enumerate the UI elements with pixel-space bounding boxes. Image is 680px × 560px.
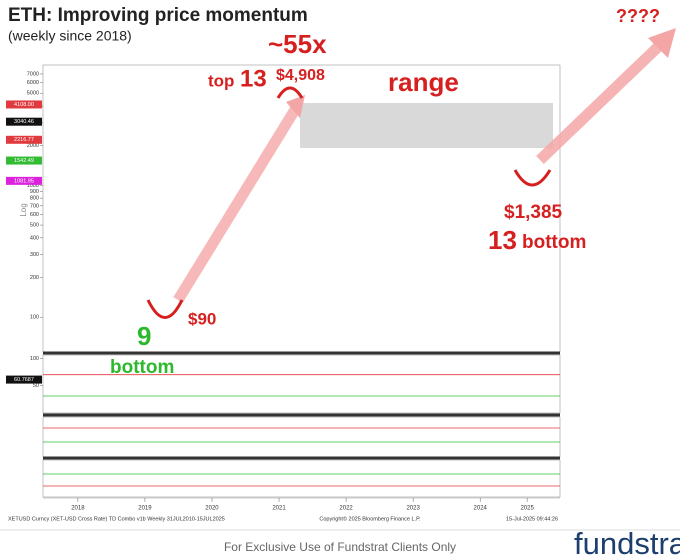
x-tick-label: 2024 — [474, 506, 488, 512]
y-tick-label: 300 — [30, 252, 39, 258]
copyright: Copyright© 2025 Bloomberg Finance L.P. — [319, 515, 421, 522]
arrow-head — [286, 95, 305, 118]
x-tick-label: 2025 — [520, 506, 534, 512]
y-tick-label: 100 — [30, 356, 39, 362]
y-tick-label: 5000 — [27, 91, 39, 97]
level-label: 60.7687 — [14, 377, 34, 383]
y-tick-label: 600 — [30, 212, 39, 218]
y-tick-label: 200 — [30, 275, 39, 281]
level-marker — [6, 375, 42, 384]
annotation: ???? — [616, 6, 660, 26]
x-tick-label: 2020 — [205, 506, 219, 512]
range-box — [300, 103, 553, 148]
y-tick-label: 900 — [30, 189, 39, 195]
annotation: range — [388, 67, 459, 97]
rsi-panel — [42, 354, 561, 414]
level-marker — [6, 176, 42, 185]
level-label: 1081.95 — [14, 178, 34, 184]
annotation: bottom — [522, 232, 586, 253]
annotation: $4,908 — [276, 67, 325, 84]
annotation: $1,385 — [504, 202, 563, 223]
y-tick-label: 700 — [30, 203, 39, 209]
x-tick-label: 2023 — [406, 506, 420, 512]
annotation: ~55x — [268, 29, 327, 59]
timestamp: 15-Jul-2025 09:44:26 — [506, 516, 558, 522]
y-tick-label: 500 — [30, 223, 39, 229]
level-label: 3040.46 — [14, 119, 34, 125]
subtitle: (weekly since 2018) — [8, 28, 132, 44]
arrow-head — [648, 28, 676, 58]
bottom-curve — [146, 299, 184, 319]
trend-arrow — [173, 105, 301, 303]
level-marker — [6, 117, 42, 126]
top-curve — [276, 86, 304, 99]
y-tick-label: 100 — [30, 315, 39, 321]
y-tick-label: 7000 — [27, 71, 39, 77]
level-marker — [6, 156, 42, 165]
footer: For Exclusive Use of Fundstrat Clients O… — [224, 540, 456, 554]
annotation: top — [208, 71, 234, 90]
y-tick-label: 50 — [33, 383, 39, 389]
level-marker — [6, 100, 42, 109]
level-label: 2216.77 — [14, 137, 34, 143]
annotation: 13 — [488, 225, 517, 255]
annotation: bottom — [110, 357, 174, 378]
x-tick-label: 2022 — [339, 506, 353, 512]
y-tick-label: 800 — [30, 196, 39, 202]
td-panel — [42, 416, 561, 458]
level-label: 1542.49 — [14, 158, 34, 164]
y-tick-label: 400 — [30, 235, 39, 241]
level-marker — [6, 135, 42, 144]
projection-arrow — [536, 41, 664, 164]
annotation: 13 — [240, 65, 267, 92]
y-axis-label: Log — [19, 203, 28, 216]
y-tick-label: 6000 — [27, 80, 39, 86]
bottom-curve — [513, 169, 552, 187]
title: ETH: Improving price momentum — [8, 5, 308, 26]
annotation: 9 — [137, 321, 151, 351]
y-tick-label: 1000 — [27, 183, 39, 189]
x-tick-label: 2021 — [272, 506, 286, 512]
source: XETUSD Curncy (XET-USD Cross Rate) TD Co… — [8, 516, 225, 522]
annotation: $90 — [188, 309, 216, 328]
y-tick-label: 2000 — [27, 143, 39, 149]
level-label: 4108.00 — [14, 102, 34, 108]
logo: fundstrat — [574, 526, 680, 560]
x-tick-label: 2019 — [138, 506, 152, 512]
td-panel — [42, 459, 561, 498]
x-tick-label: 2018 — [71, 506, 85, 512]
